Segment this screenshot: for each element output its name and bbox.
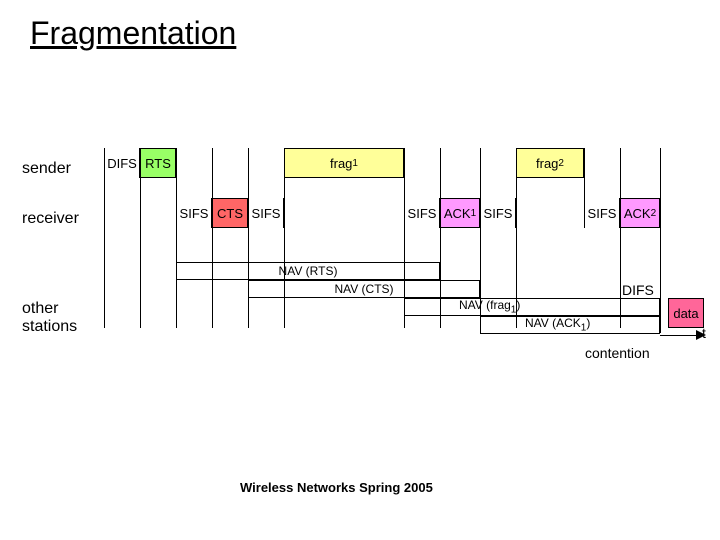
time-axis-line — [660, 335, 698, 336]
nav-frag1: NAV (frag1) — [404, 298, 660, 316]
contention-label: contention — [585, 345, 650, 361]
sifs-block: SIFS — [404, 198, 440, 228]
sifs-block: SIFS — [248, 198, 284, 228]
nav-ack1: NAV (ACK1) — [480, 316, 660, 334]
cts-block: CTS — [212, 198, 248, 228]
ack2-block: ACK2 — [620, 198, 660, 228]
nav-rts: NAV (RTS) — [176, 262, 440, 280]
difs2-label: DIFS — [622, 282, 654, 298]
vline — [660, 148, 661, 333]
row-label-sender: sender — [22, 160, 71, 178]
slide-title: Fragmentation — [30, 15, 236, 52]
rts-block: RTS — [140, 148, 176, 178]
sifs-block: SIFS — [480, 198, 516, 228]
sifs-block: SIFS — [176, 198, 212, 228]
vline — [248, 148, 249, 328]
ack1-block: ACK1 — [440, 198, 480, 228]
vline — [176, 148, 177, 328]
data-block: data — [668, 298, 704, 328]
frag1-block: frag1 — [284, 148, 404, 178]
sifs-block: SIFS — [584, 198, 620, 228]
vline — [212, 148, 213, 328]
difs-block: DIFS — [104, 148, 140, 178]
slide-footer: Wireless Networks Spring 2005 — [240, 480, 433, 495]
row-label-receiver: receiver — [22, 210, 79, 228]
time-axis-arrowhead — [696, 330, 706, 340]
row-label-other: other stations — [22, 300, 77, 336]
nav-cts: NAV (CTS) — [248, 280, 480, 298]
frag2-block: frag2 — [516, 148, 584, 178]
